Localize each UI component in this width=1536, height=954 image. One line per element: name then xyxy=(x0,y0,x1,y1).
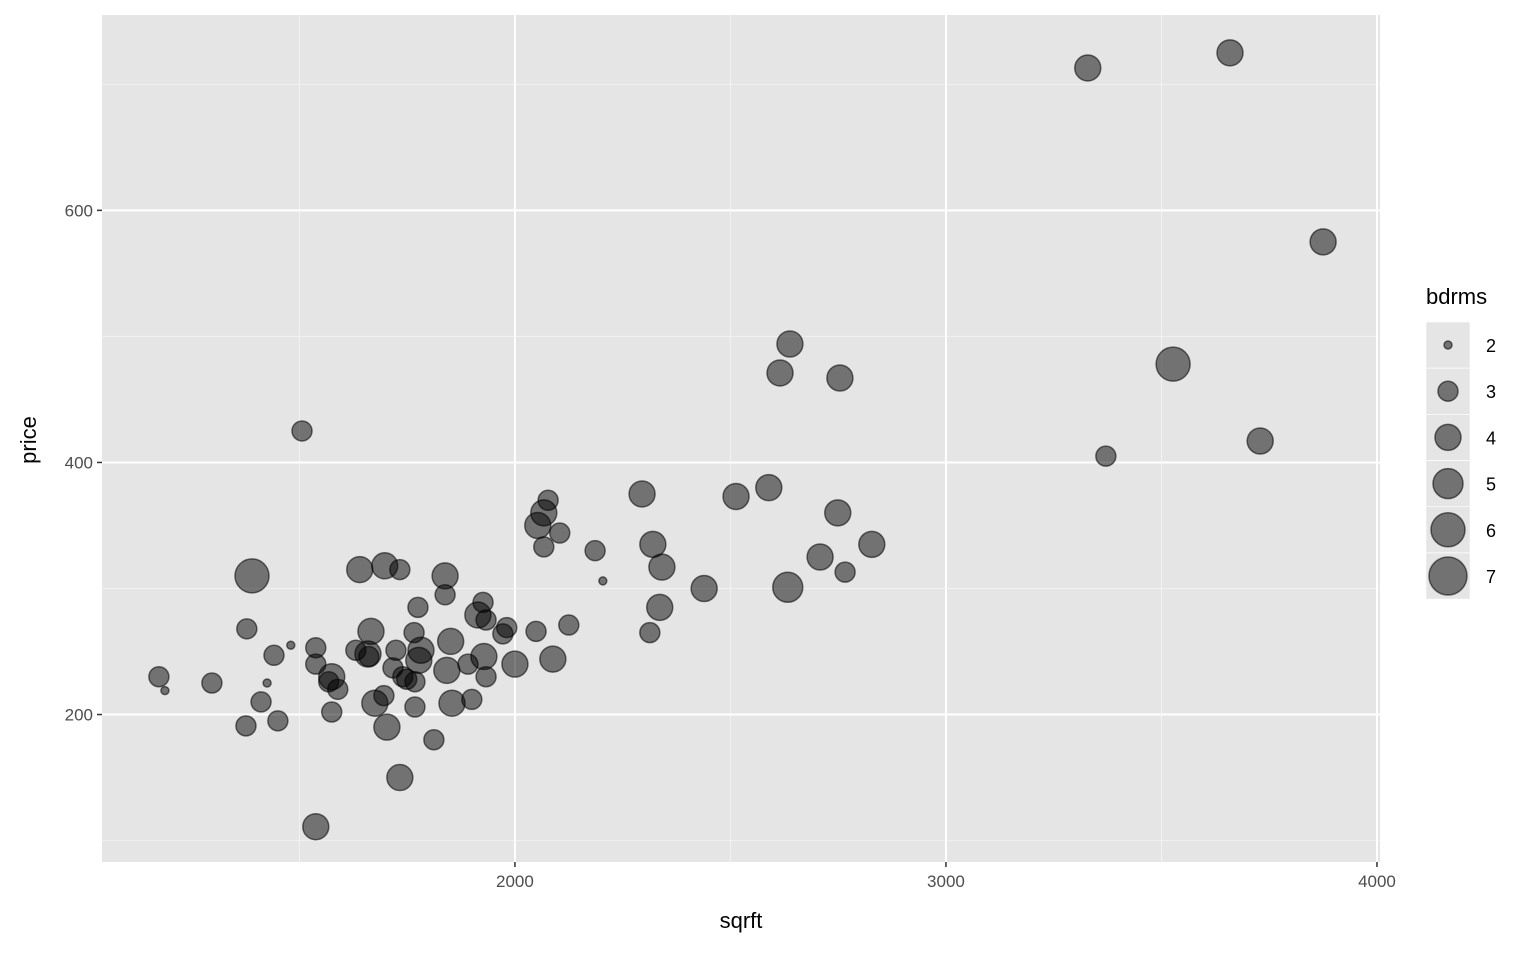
data-point xyxy=(434,584,456,606)
data-point xyxy=(639,621,661,644)
data-point xyxy=(806,543,834,571)
data-point xyxy=(385,639,407,661)
x-tick-label: 4000 xyxy=(1358,872,1396,891)
data-point xyxy=(722,482,750,511)
legend-label: 5 xyxy=(1486,475,1496,495)
data-point xyxy=(1309,228,1337,256)
data-point xyxy=(361,689,389,717)
data-point xyxy=(501,650,529,678)
data-point xyxy=(262,678,272,688)
data-point xyxy=(690,574,718,603)
data-point xyxy=(492,623,514,645)
y-tick-label: 600 xyxy=(65,201,93,220)
data-point xyxy=(1095,445,1117,467)
legend-symbol xyxy=(1434,423,1462,452)
data-point xyxy=(201,672,223,694)
data-point xyxy=(236,618,258,640)
data-point xyxy=(373,713,401,741)
data-point xyxy=(263,644,285,667)
panel-background xyxy=(102,15,1380,862)
y-tick-label: 400 xyxy=(65,453,93,472)
data-point xyxy=(235,715,257,737)
data-point xyxy=(346,555,374,584)
data-point xyxy=(358,645,380,668)
data-point xyxy=(766,359,794,387)
data-point xyxy=(549,522,571,544)
data-point xyxy=(646,593,674,622)
data-point xyxy=(148,665,170,688)
data-point xyxy=(834,561,856,583)
data-point xyxy=(539,645,567,673)
data-point xyxy=(475,609,497,631)
data-point xyxy=(286,640,296,650)
data-point xyxy=(533,536,555,558)
data-point xyxy=(461,688,483,711)
points xyxy=(148,39,1337,841)
data-point xyxy=(386,763,414,792)
data-point xyxy=(389,558,411,581)
legend-symbol xyxy=(1437,380,1459,402)
data-point xyxy=(438,689,466,717)
gridlines xyxy=(102,15,1380,862)
legend-label: 3 xyxy=(1486,382,1496,402)
data-point xyxy=(772,571,804,603)
data-point xyxy=(407,596,429,619)
data-point xyxy=(404,696,426,718)
legend-label: 2 xyxy=(1486,336,1496,356)
legend-label: 6 xyxy=(1486,521,1496,541)
data-point xyxy=(1074,54,1102,82)
x-axis-label: sqrft xyxy=(720,908,763,933)
legend-title: bdrms xyxy=(1426,284,1487,309)
x-tick-label: 2000 xyxy=(496,872,534,891)
data-point xyxy=(357,617,385,646)
legend: bdrms 2 3 4 5 6 7 xyxy=(1425,284,1496,600)
legend-label: 7 xyxy=(1486,567,1496,587)
data-point xyxy=(475,665,497,688)
data-point xyxy=(558,614,580,636)
data-point xyxy=(160,685,170,696)
x-tick-label: 3000 xyxy=(927,872,965,891)
data-point xyxy=(404,671,426,693)
data-point xyxy=(598,576,608,586)
y-axis-label: price xyxy=(16,416,41,464)
legend-label: 4 xyxy=(1486,428,1496,448)
data-point xyxy=(267,710,289,732)
axes: 2000 3000 4000 200 400 600 xyxy=(65,201,1396,891)
legend-symbol xyxy=(1430,512,1466,548)
data-point xyxy=(250,691,272,713)
data-point xyxy=(320,701,343,723)
data-point xyxy=(584,539,606,562)
data-point xyxy=(302,812,330,841)
data-point xyxy=(470,642,498,671)
data-point xyxy=(858,530,886,559)
data-point xyxy=(776,330,804,358)
y-tick-label: 200 xyxy=(65,706,93,725)
legend-symbol xyxy=(1443,340,1453,350)
data-point xyxy=(1155,346,1191,382)
data-point xyxy=(423,728,445,751)
data-point xyxy=(628,480,656,508)
data-point xyxy=(1216,39,1244,67)
data-point xyxy=(826,364,854,392)
data-point xyxy=(524,511,552,540)
data-point xyxy=(291,420,313,442)
data-point xyxy=(648,553,676,581)
data-point xyxy=(1246,427,1274,455)
legend-symbol xyxy=(1428,556,1468,596)
data-point xyxy=(824,499,852,527)
data-point xyxy=(327,678,349,701)
data-point xyxy=(755,473,783,502)
data-point xyxy=(436,627,465,656)
data-point xyxy=(525,620,547,643)
data-point xyxy=(234,558,270,594)
data-point xyxy=(433,656,461,685)
legend-symbol xyxy=(1432,467,1464,500)
